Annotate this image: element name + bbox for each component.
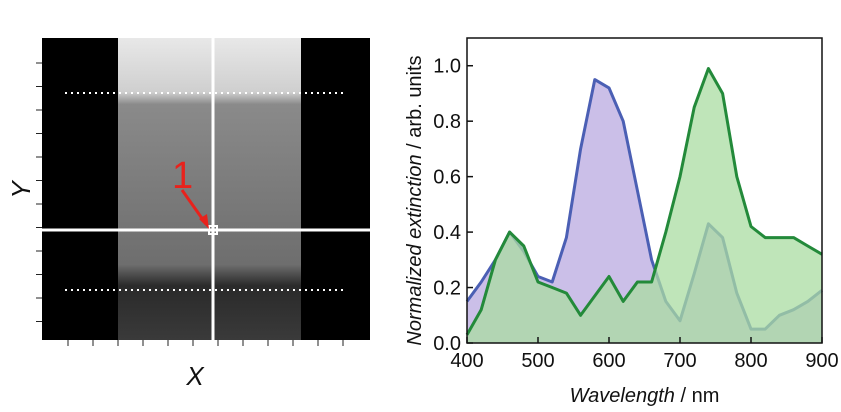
- image-ticks: [36, 62, 344, 346]
- probe-box: [208, 225, 218, 235]
- marker-arrowhead: [199, 214, 209, 229]
- sample-column: [118, 38, 301, 340]
- y-axis-label-unit: / arb. units: [404, 55, 426, 154]
- x-tick-label: 500: [521, 350, 554, 372]
- y-axis-label-italic: Normalized extinction: [404, 154, 426, 345]
- area: [467, 79, 822, 343]
- x-axis-label: Wavelength / nm: [570, 385, 720, 407]
- plot-frame: [466, 37, 823, 344]
- spectrum-line: [465, 67, 823, 336]
- y-tick-label: 0.0: [433, 333, 461, 355]
- marker-label: 1: [172, 155, 193, 197]
- y-axis-label: Normalized extinction / arb. units: [404, 55, 426, 345]
- x-tick-label: 400: [450, 350, 483, 372]
- x-tick-label: 900: [805, 350, 838, 372]
- y-tick-label: 0.6: [433, 167, 461, 189]
- y-tick-label: 0.2: [433, 278, 461, 300]
- y-tick-label: 1.0: [433, 56, 461, 78]
- image-panel: 1 X Y: [6, 38, 370, 391]
- x-axis-label-unit: / nm: [675, 385, 719, 407]
- image-y-label: Y: [6, 180, 36, 199]
- y-tick-label: 0.4: [433, 222, 461, 244]
- y-tick-label: 0.8: [433, 111, 461, 133]
- spectrum-chart: 0.0 0.2 0.4 0.6 0.8 1.0 400 500 600 700 800 900 Wave…: [404, 37, 839, 407]
- x-axis-label-italic: Wavelength: [570, 385, 675, 407]
- image-x-label: X: [185, 361, 205, 391]
- x-tick-label: 600: [592, 350, 625, 372]
- x-tick-label: 800: [734, 350, 767, 372]
- x-tick-label: 700: [663, 350, 696, 372]
- area: [467, 68, 822, 343]
